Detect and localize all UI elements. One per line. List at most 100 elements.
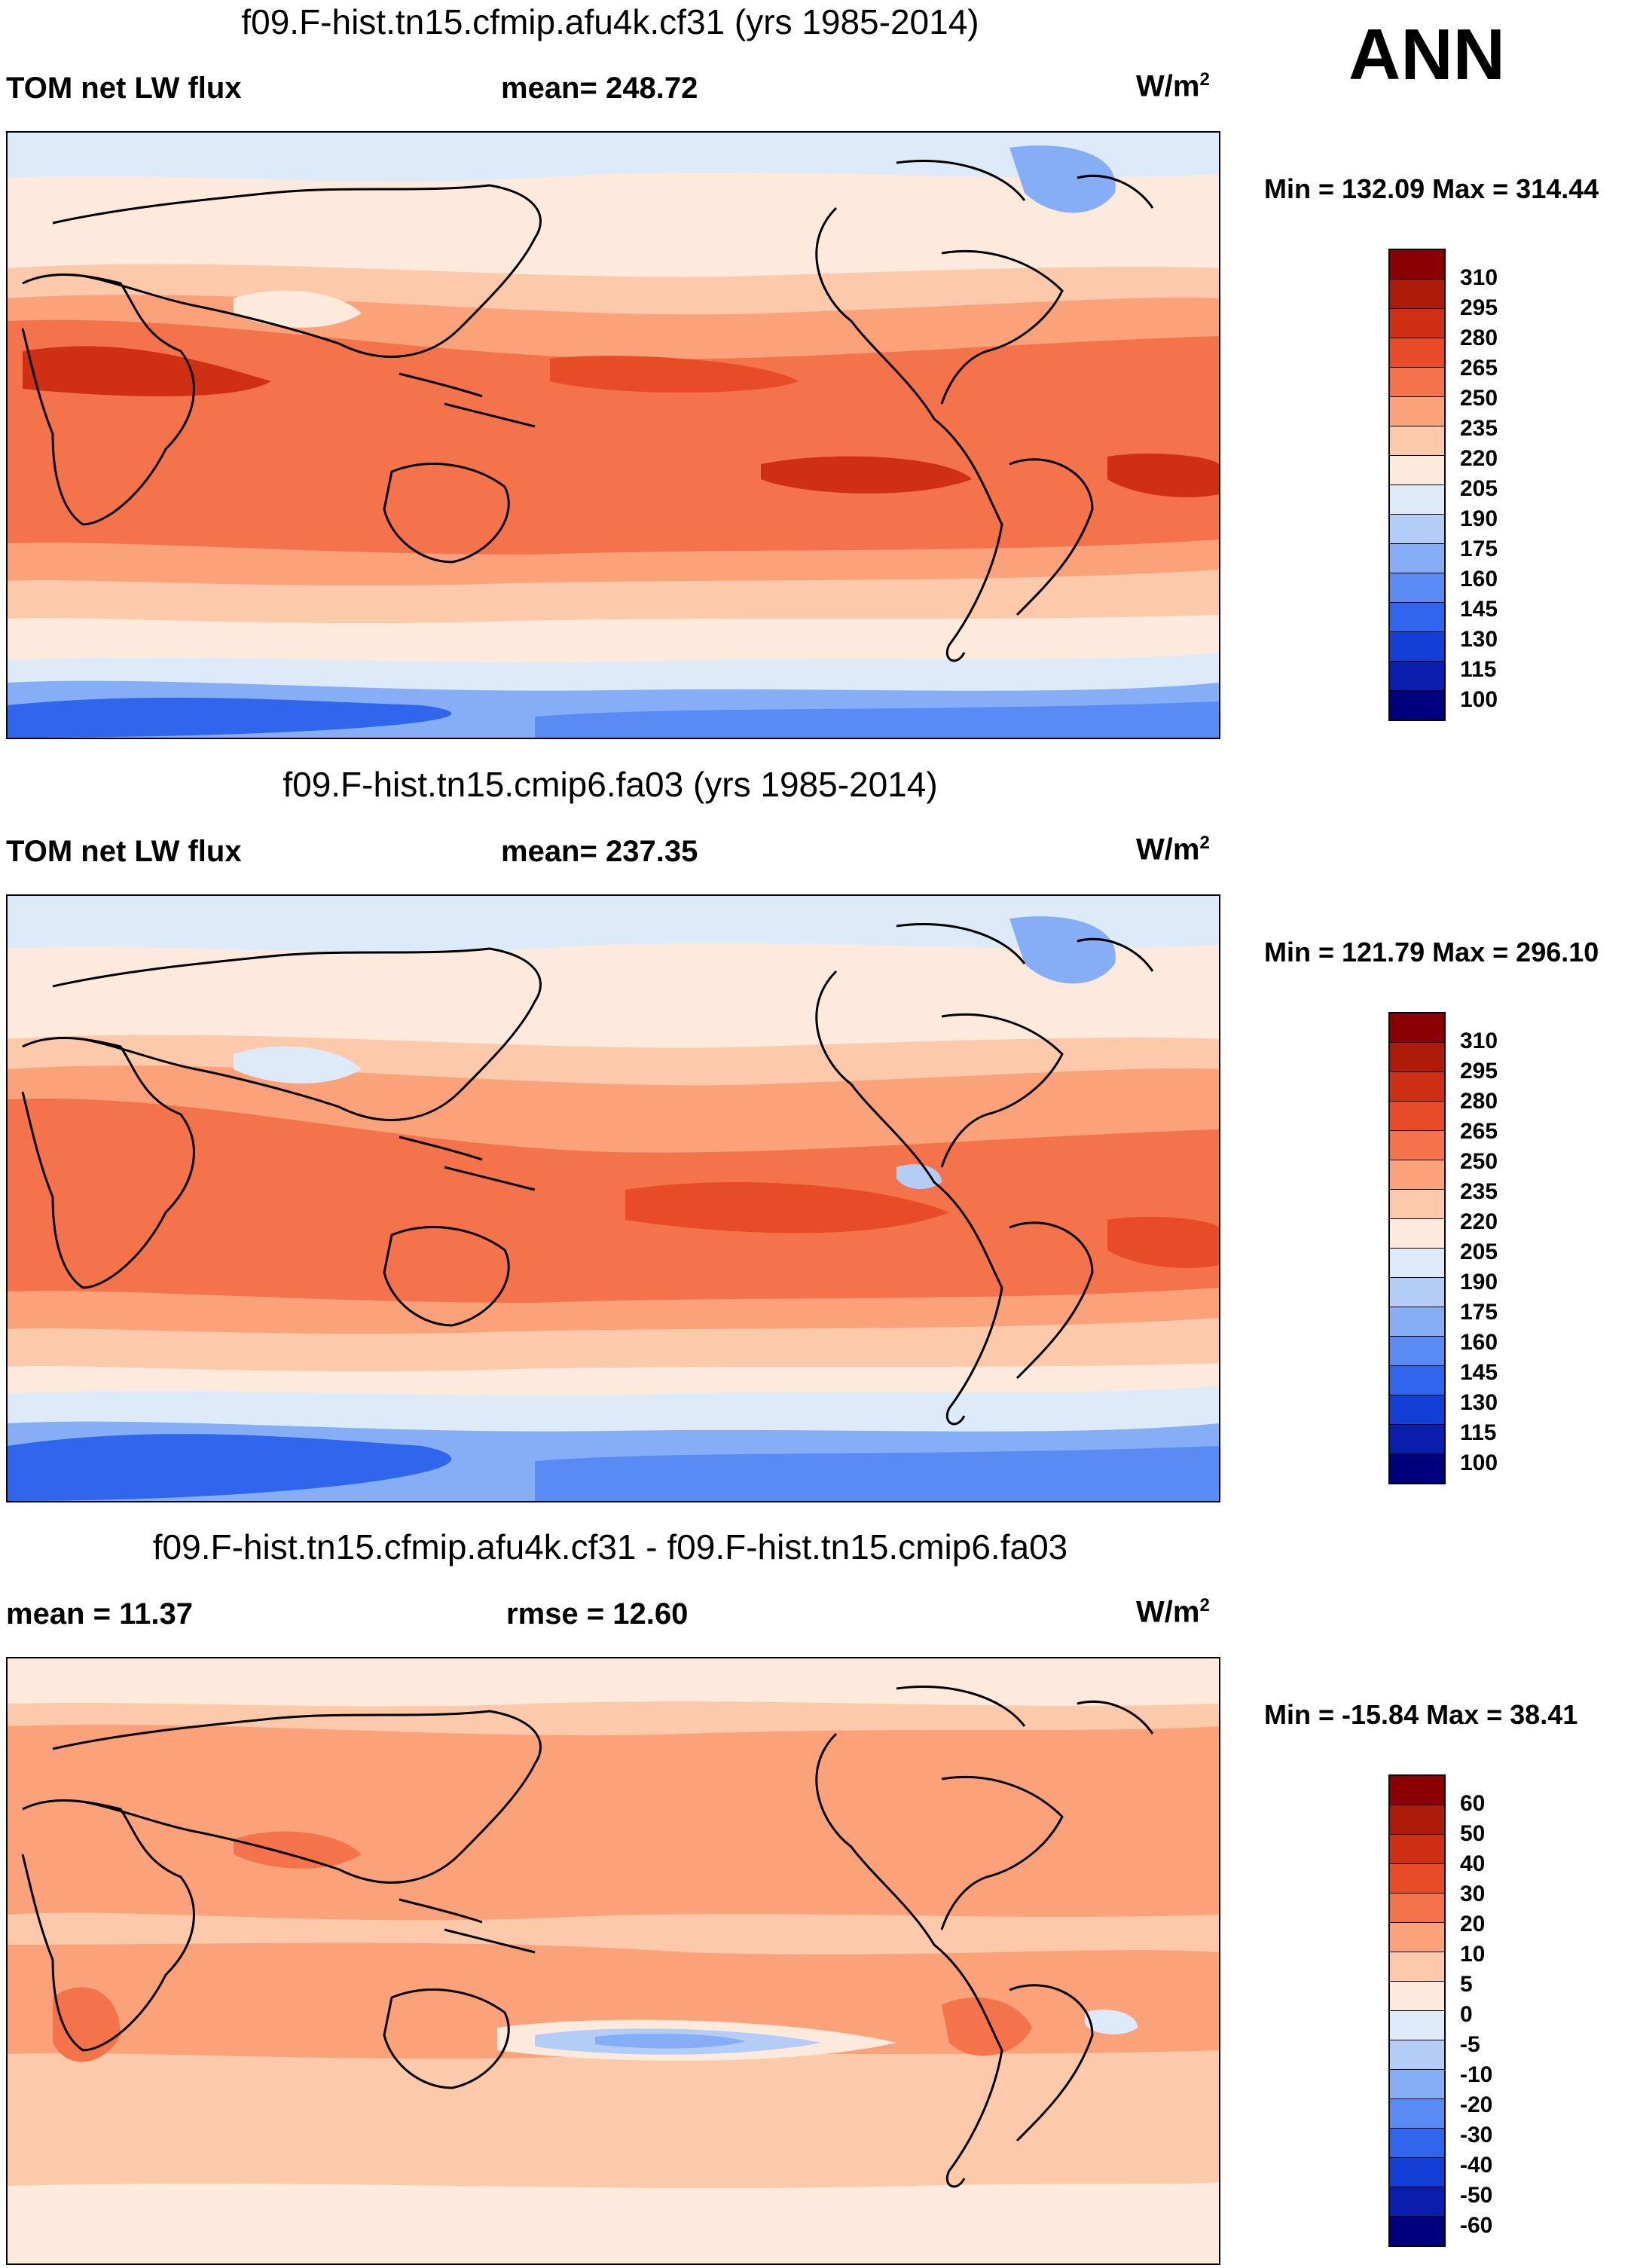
panel-1-colorbar xyxy=(1388,249,1446,721)
colorbar-1-label: 220 xyxy=(1460,446,1498,471)
colorbar-3-label: -50 xyxy=(1460,2183,1493,2208)
colorbar-2-swatch-5 xyxy=(1390,1337,1444,1366)
colorbar-2-label: 175 xyxy=(1460,1300,1498,1325)
colorbar-1-swatch-7 xyxy=(1390,515,1444,544)
colorbar-1-swatch-8 xyxy=(1390,485,1444,515)
colorbar-2-swatch-1 xyxy=(1390,1454,1444,1483)
colorbar-1-swatch-13 xyxy=(1390,338,1444,368)
panel-1-map xyxy=(6,131,1220,739)
colorbar-2-swatch-6 xyxy=(1390,1307,1444,1337)
colorbar-3-swatch-9 xyxy=(1390,1982,1444,2011)
colorbar-3-label: 60 xyxy=(1460,1791,1486,1816)
colorbar-2-label: 115 xyxy=(1460,1420,1497,1445)
colorbar-3-swatch-6 xyxy=(1390,2070,1444,2099)
colorbar-1-swatch-12 xyxy=(1390,368,1444,397)
colorbar-2-swatch-13 xyxy=(1390,1102,1444,1131)
colorbar-3-label: -10 xyxy=(1460,2062,1493,2087)
colorbar-2-swatch-15 xyxy=(1390,1043,1444,1072)
colorbar-3-swatch-7 xyxy=(1390,2040,1444,2070)
colorbar-3-label: -5 xyxy=(1460,2032,1480,2057)
panel-1-mean-label: mean= 248.72 xyxy=(501,72,698,105)
season-label: ANN xyxy=(1348,14,1505,95)
colorbar-1-swatch-6 xyxy=(1390,544,1444,573)
colorbar-3-swatch-14 xyxy=(1390,1835,1444,1864)
colorbar-2-label: 205 xyxy=(1460,1239,1498,1264)
colorbar-3-label: -30 xyxy=(1460,2123,1493,2147)
colorbar-1-label: 115 xyxy=(1460,657,1497,682)
colorbar-1-label: 310 xyxy=(1460,265,1498,290)
colorbar-1-swatch-4 xyxy=(1390,603,1444,632)
colorbar-2-label: 145 xyxy=(1460,1360,1498,1385)
panel-3-title: f09.F-hist.tn15.cfmip.afu4k.cf31 - f09.F… xyxy=(152,1527,1068,1567)
colorbar-2-label: 265 xyxy=(1460,1119,1498,1144)
colorbar-2-label: 220 xyxy=(1460,1209,1498,1234)
colorbar-1-label: 295 xyxy=(1460,295,1498,320)
colorbar-3-label: 30 xyxy=(1460,1881,1486,1906)
colorbar-2-swatch-4 xyxy=(1390,1366,1444,1395)
colorbar-2-swatch-14 xyxy=(1390,1072,1444,1102)
colorbar-1-label: 100 xyxy=(1460,687,1498,712)
panel-3-unit: W/m2 xyxy=(1136,1595,1210,1629)
panel-3-rmse-label: rmse = 12.60 xyxy=(506,1597,689,1631)
colorbar-2-label: 100 xyxy=(1460,1450,1498,1475)
colorbar-3-label: -60 xyxy=(1460,2213,1493,2238)
colorbar-3-swatch-2 xyxy=(1390,2187,1444,2217)
colorbar-3-swatch-5 xyxy=(1390,2099,1444,2129)
colorbar-2-swatch-12 xyxy=(1390,1131,1444,1160)
colorbar-2-label: 130 xyxy=(1460,1390,1498,1415)
colorbar-1-swatch-2 xyxy=(1390,662,1444,691)
colorbar-1-swatch-5 xyxy=(1390,573,1444,603)
colorbar-2-label: 280 xyxy=(1460,1089,1498,1114)
panel-3-minmax: Min = -15.84 Max = 38.41 xyxy=(1264,1699,1578,1730)
colorbar-3-label: 50 xyxy=(1460,1821,1486,1846)
colorbar-3-label: 10 xyxy=(1460,1942,1486,1967)
panel-1-variable-label: TOM net LW flux xyxy=(6,72,242,105)
colorbar-1-swatch-11 xyxy=(1390,397,1444,426)
colorbar-3-label: 5 xyxy=(1460,1972,1473,1997)
colorbar-1-swatch-1 xyxy=(1390,691,1444,720)
colorbar-2-swatch-16 xyxy=(1390,1013,1444,1043)
colorbar-1-label: 175 xyxy=(1460,536,1498,561)
colorbar-1-swatch-9 xyxy=(1390,456,1444,485)
colorbar-1-label: 160 xyxy=(1460,567,1498,591)
panel-2-variable-label: TOM net LW flux xyxy=(6,835,242,868)
colorbar-3-swatch-13 xyxy=(1390,1864,1444,1894)
colorbar-2-swatch-7 xyxy=(1390,1278,1444,1307)
colorbar-2-swatch-9 xyxy=(1390,1219,1444,1249)
panel-2-mean-label: mean= 237.35 xyxy=(501,835,698,868)
colorbar-3-swatch-15 xyxy=(1390,1805,1444,1835)
colorbar-3-swatch-12 xyxy=(1390,1894,1444,1923)
colorbar-3-swatch-16 xyxy=(1390,1776,1444,1805)
panel-2-unit: W/m2 xyxy=(1136,833,1210,867)
colorbar-1-swatch-10 xyxy=(1390,426,1444,456)
colorbar-3-label: 0 xyxy=(1460,2002,1473,2027)
colorbar-1-label: 280 xyxy=(1460,326,1498,350)
panel-2-title: f09.F-hist.tn15.cmip6.fa03 (yrs 1985-201… xyxy=(283,765,938,804)
colorbar-3-swatch-3 xyxy=(1390,2158,1444,2187)
colorbar-3-swatch-8 xyxy=(1390,2011,1444,2040)
colorbar-1-label: 145 xyxy=(1460,597,1498,622)
colorbar-2-swatch-11 xyxy=(1390,1160,1444,1190)
colorbar-3-swatch-4 xyxy=(1390,2129,1444,2158)
colorbar-2-label: 235 xyxy=(1460,1179,1498,1204)
colorbar-1-label: 265 xyxy=(1460,356,1498,381)
colorbar-3-label: 40 xyxy=(1460,1851,1486,1876)
colorbar-3-label: -20 xyxy=(1460,2092,1493,2117)
colorbar-2-label: 295 xyxy=(1460,1059,1498,1084)
colorbar-2-swatch-10 xyxy=(1390,1190,1444,1219)
panel-3-mean-label: mean = 11.37 xyxy=(6,1597,193,1631)
panel-1-minmax: Min = 132.09 Max = 314.44 xyxy=(1264,173,1599,204)
colorbar-1-swatch-3 xyxy=(1390,632,1444,662)
colorbar-2-label: 190 xyxy=(1460,1270,1498,1294)
colorbar-1-label: 205 xyxy=(1460,476,1498,501)
panel-1-unit: W/m2 xyxy=(1136,69,1210,103)
panel-1-title: f09.F-hist.tn15.cfmip.afu4k.cf31 (yrs 19… xyxy=(241,2,979,41)
panel-2-minmax: Min = 121.79 Max = 296.10 xyxy=(1264,937,1599,967)
colorbar-2-label: 310 xyxy=(1460,1029,1498,1053)
colorbar-3-swatch-10 xyxy=(1390,1952,1444,1982)
panel-3-map xyxy=(6,1657,1220,2265)
colorbar-1-swatch-14 xyxy=(1390,309,1444,338)
colorbar-2-swatch-8 xyxy=(1390,1249,1444,1278)
colorbar-1-label: 250 xyxy=(1460,386,1498,411)
colorbar-2-swatch-3 xyxy=(1390,1395,1444,1425)
